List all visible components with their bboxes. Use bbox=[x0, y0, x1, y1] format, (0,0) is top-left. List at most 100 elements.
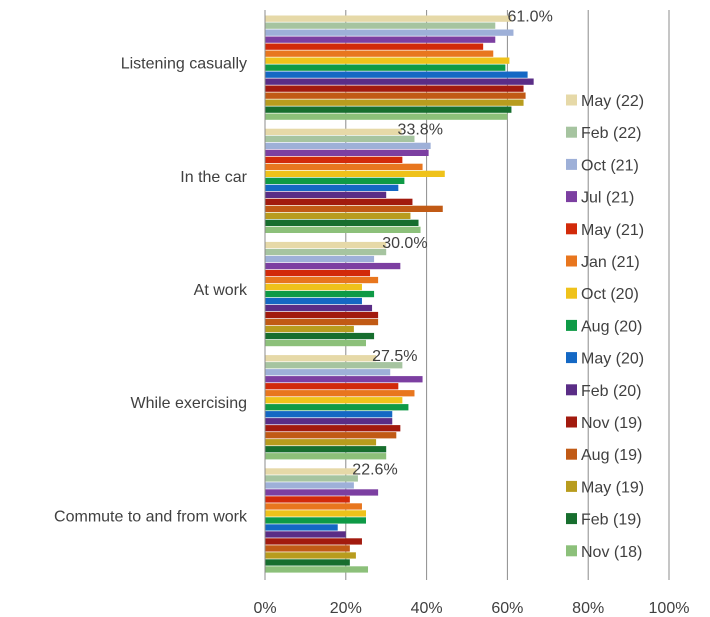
bar bbox=[265, 339, 366, 347]
bar bbox=[265, 191, 387, 198]
bar bbox=[265, 262, 401, 270]
bar bbox=[265, 78, 534, 85]
legend-swatch bbox=[566, 352, 577, 364]
bar bbox=[265, 304, 373, 312]
bar bbox=[265, 99, 524, 106]
bar bbox=[265, 22, 496, 29]
bar bbox=[265, 212, 411, 219]
legend-swatch bbox=[566, 384, 577, 396]
bar bbox=[265, 36, 496, 43]
bar bbox=[265, 205, 443, 212]
category-label: In the car bbox=[180, 169, 247, 186]
bar bbox=[265, 552, 356, 559]
legend-label: Aug (20) bbox=[581, 318, 642, 335]
bar bbox=[265, 255, 375, 263]
x-tick-label: 80% bbox=[572, 600, 604, 617]
legend-swatch bbox=[566, 480, 577, 492]
bar bbox=[265, 318, 379, 326]
bar bbox=[265, 156, 403, 163]
bar bbox=[265, 135, 415, 142]
bar bbox=[265, 29, 514, 36]
bar bbox=[265, 510, 366, 517]
bar bbox=[265, 362, 403, 369]
category-labels: Listening casually In the car At work While… bbox=[54, 56, 248, 526]
legend-label: Nov (18) bbox=[581, 544, 642, 561]
bar bbox=[265, 468, 357, 475]
legend-label: Feb (22) bbox=[581, 125, 641, 142]
bars bbox=[265, 15, 534, 573]
legend-swatch bbox=[566, 223, 577, 235]
bar bbox=[265, 43, 484, 50]
bar bbox=[265, 383, 399, 390]
bar bbox=[265, 425, 401, 432]
bar bbox=[265, 517, 366, 524]
bar bbox=[265, 92, 526, 99]
bar bbox=[265, 170, 445, 177]
bar bbox=[265, 106, 512, 113]
bar bbox=[265, 453, 387, 460]
bar bbox=[265, 219, 419, 226]
bar bbox=[265, 482, 354, 489]
legend-label: Aug (19) bbox=[581, 447, 642, 464]
bar bbox=[265, 269, 371, 277]
x-tick-label: 60% bbox=[491, 600, 523, 617]
legend-swatch bbox=[566, 94, 577, 106]
bar bbox=[265, 184, 399, 191]
legend-swatch bbox=[566, 158, 577, 170]
bar bbox=[265, 163, 423, 170]
bar bbox=[265, 71, 528, 78]
bar bbox=[265, 545, 350, 552]
legend-label: Jul (21) bbox=[581, 190, 634, 207]
bar bbox=[265, 397, 403, 404]
bar bbox=[265, 241, 387, 249]
bar bbox=[265, 85, 524, 92]
x-tick-labels: 0% 20% 40% 60% 80% 100% bbox=[253, 600, 689, 617]
bar bbox=[265, 432, 397, 439]
bar bbox=[265, 226, 421, 233]
legend-label: May (19) bbox=[581, 479, 644, 496]
legend-label: May (22) bbox=[581, 93, 644, 110]
bar bbox=[265, 325, 354, 333]
legend-swatch bbox=[566, 255, 577, 267]
bar bbox=[265, 489, 379, 496]
legend-swatch bbox=[566, 319, 577, 331]
legend-label: Oct (21) bbox=[581, 157, 639, 174]
bar bbox=[265, 332, 375, 340]
bar bbox=[265, 369, 391, 376]
legend-label: Jan (21) bbox=[581, 254, 640, 271]
legend-swatch bbox=[566, 126, 577, 138]
category-label: Listening casually bbox=[121, 56, 247, 73]
legend-swatch bbox=[566, 416, 577, 428]
bar bbox=[265, 113, 508, 120]
legend-label: Nov (19) bbox=[581, 415, 642, 432]
data-label: 61.0% bbox=[507, 9, 552, 26]
x-tick-label: 100% bbox=[649, 600, 690, 617]
bar bbox=[265, 439, 377, 446]
bar bbox=[265, 57, 510, 64]
bar bbox=[265, 64, 506, 71]
bar bbox=[265, 496, 350, 503]
bar bbox=[265, 446, 387, 453]
category-label: Commute to and from work bbox=[54, 508, 248, 525]
legend-label: May (21) bbox=[581, 222, 644, 239]
legend-swatch bbox=[566, 448, 577, 460]
bar bbox=[265, 475, 358, 482]
legend-label: Feb (20) bbox=[581, 383, 641, 400]
bar bbox=[265, 15, 512, 22]
bar bbox=[265, 198, 413, 205]
bar bbox=[265, 418, 393, 425]
bar bbox=[265, 50, 494, 57]
x-tick-label: 0% bbox=[253, 600, 276, 617]
data-label: 27.5% bbox=[372, 348, 417, 365]
bar bbox=[265, 524, 338, 531]
bar bbox=[265, 503, 362, 510]
data-label: 33.8% bbox=[398, 122, 443, 139]
data-label: 30.0% bbox=[382, 235, 427, 252]
bar bbox=[265, 290, 375, 298]
category-label: At work bbox=[194, 282, 248, 299]
legend-swatch bbox=[566, 545, 577, 557]
legend-label: May (20) bbox=[581, 351, 644, 368]
bar bbox=[265, 276, 379, 284]
bar bbox=[265, 355, 377, 362]
